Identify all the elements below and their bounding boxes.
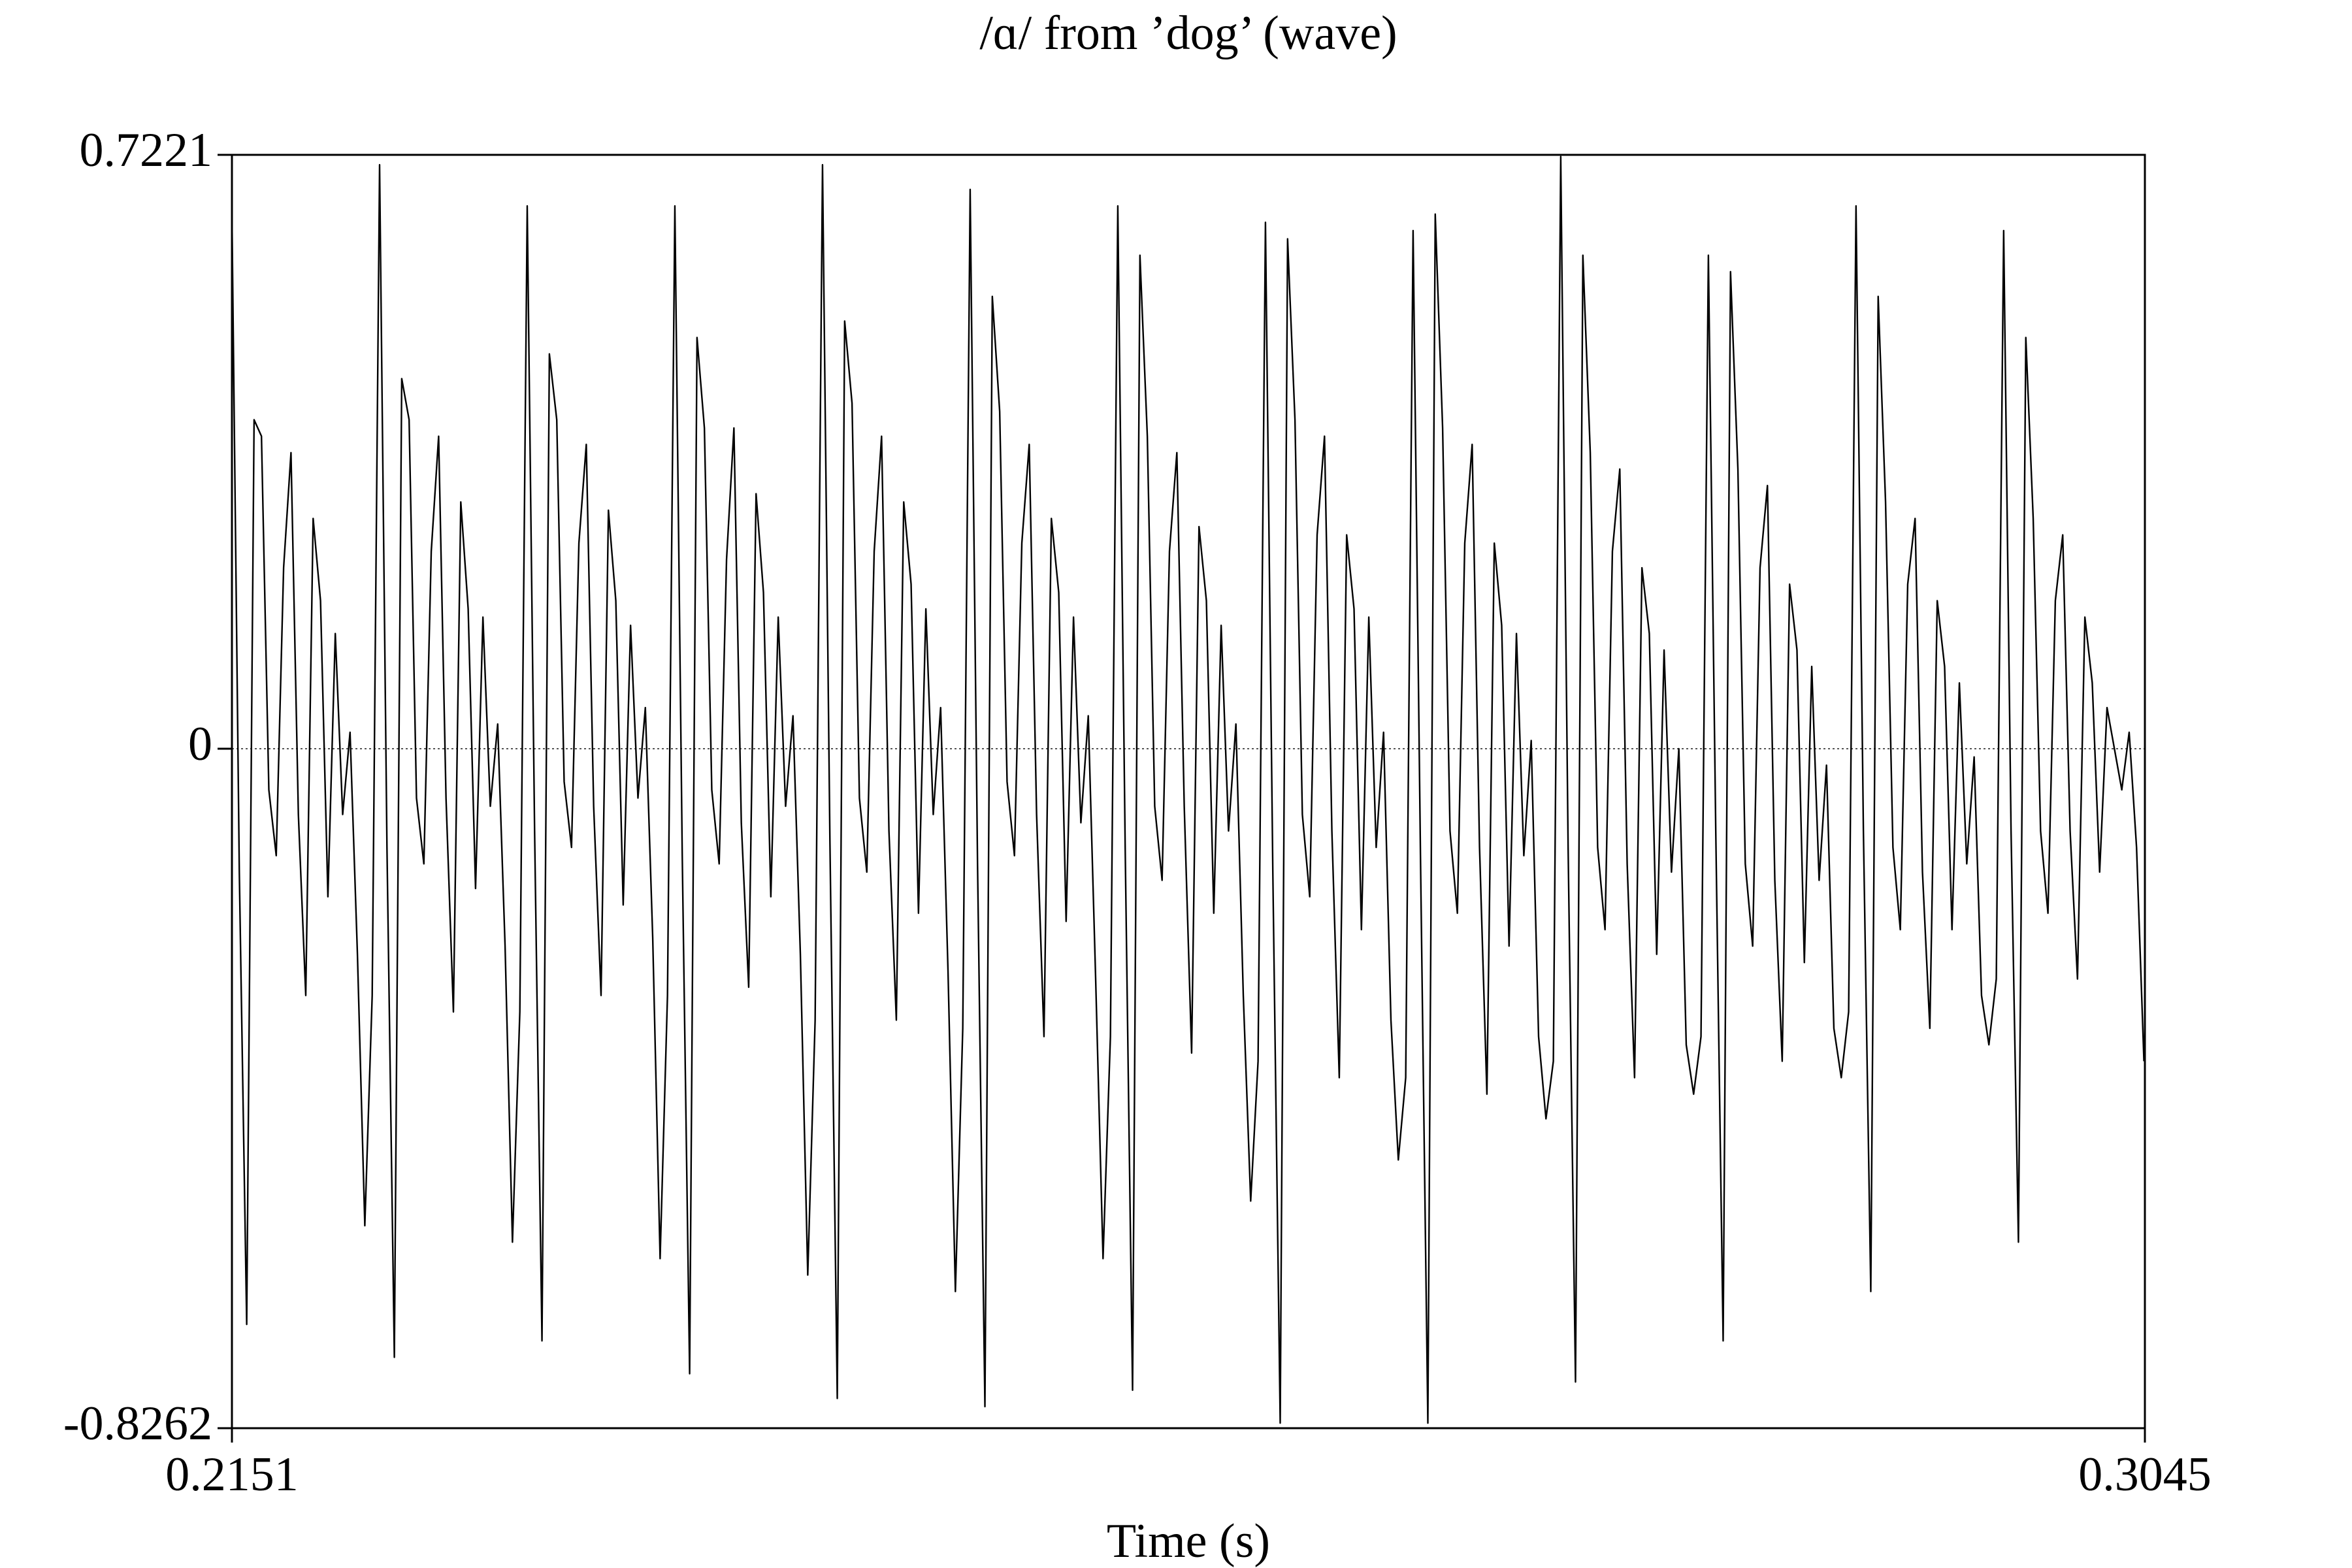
plot-frame	[231, 154, 2146, 1429]
x-tick-label: 0.3045	[2078, 1448, 2212, 1501]
y-tick-label: 0.7221	[80, 123, 213, 177]
x-tick-label: 0.2151	[165, 1448, 299, 1501]
y-tick-label: 0	[188, 717, 212, 771]
chart-title: /ɑ/ from ’dog’ (wave)	[979, 7, 1397, 60]
x-axis-label: Time (s)	[1107, 1514, 1270, 1568]
waveform	[231, 155, 2145, 1424]
y-tick-label: -0.8262	[63, 1397, 212, 1450]
